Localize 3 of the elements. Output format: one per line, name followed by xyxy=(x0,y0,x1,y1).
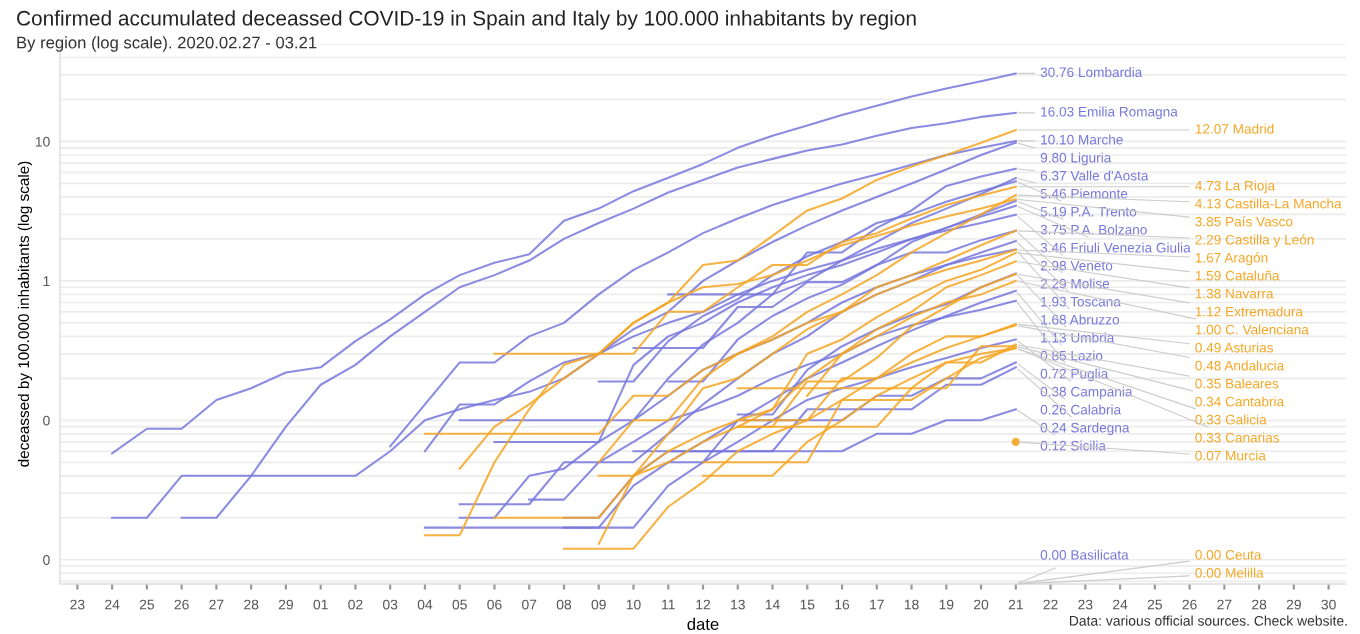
x-axis-title: date xyxy=(687,617,719,631)
chart-subtitle: By region (log scale). 2020.02.27 - 03.21 xyxy=(17,36,317,52)
chart-title: Confirmed accumulated deceassed COVID-19 in Spain and Italy by 100.000 inhabitants by region xyxy=(17,10,916,30)
